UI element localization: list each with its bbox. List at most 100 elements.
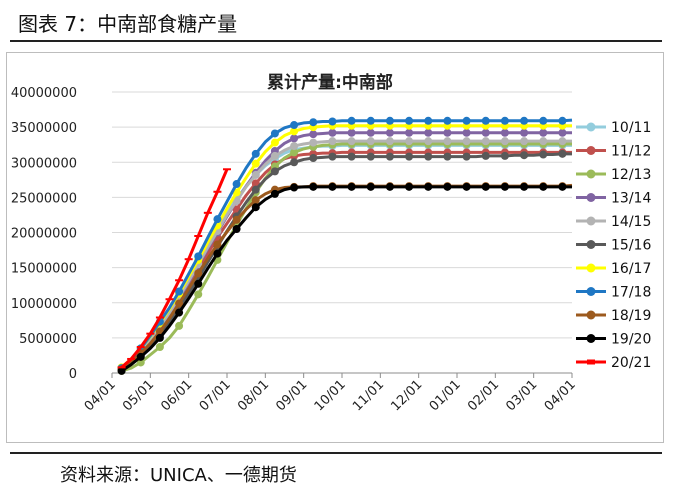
data-point xyxy=(443,182,452,191)
data-point xyxy=(136,358,145,367)
data-point xyxy=(500,182,509,191)
legend-marker xyxy=(586,216,596,226)
legend-item: 14/15 xyxy=(576,214,651,230)
data-point xyxy=(520,116,529,125)
legend-label: 14/15 xyxy=(611,214,651,230)
bottom-rule xyxy=(10,452,662,454)
data-point xyxy=(424,152,433,161)
series-line xyxy=(120,131,572,371)
data-point xyxy=(500,137,509,146)
data-point xyxy=(270,189,279,198)
data-point xyxy=(213,249,222,258)
y-tick-label: 25000000 xyxy=(11,191,77,206)
legend-item: 15/16 xyxy=(576,238,651,254)
data-point xyxy=(347,182,356,191)
data-point xyxy=(251,159,260,168)
data-point xyxy=(328,137,337,146)
legend-marker xyxy=(586,169,596,179)
legend-item: 19/20 xyxy=(576,332,651,348)
x-tick-label: 04/01 xyxy=(542,377,579,414)
data-point xyxy=(251,185,260,194)
data-point xyxy=(251,196,260,205)
data-point xyxy=(309,154,318,163)
data-point xyxy=(385,137,394,146)
series-line xyxy=(120,168,229,369)
data-point xyxy=(194,290,203,299)
legend: 10/11 11/12 12/13 13/14 14/15 15/16 16/17 17/18… xyxy=(576,120,651,371)
data-point xyxy=(290,121,299,130)
legend-label: 15/16 xyxy=(611,238,651,254)
data-point xyxy=(443,116,452,125)
data-point xyxy=(270,167,279,176)
figure-title: 图表 7：中南部食糖产量 xyxy=(18,12,238,36)
legend-marker xyxy=(586,287,596,296)
data-point xyxy=(405,128,414,137)
x-tick-label: 03/01 xyxy=(503,377,540,414)
data-point xyxy=(385,152,394,161)
data-point xyxy=(405,182,414,191)
legend-marker xyxy=(586,193,596,202)
data-point xyxy=(558,182,567,191)
series-17-18 xyxy=(117,116,573,373)
data-point xyxy=(366,152,375,161)
data-point xyxy=(405,116,414,125)
series-19-20 xyxy=(117,182,572,375)
source-note: 资料来源：UNICA、一德期货 xyxy=(60,465,297,486)
y-tick-label: 15000000 xyxy=(11,262,77,277)
data-point xyxy=(290,183,299,192)
legend-marker xyxy=(586,334,596,343)
data-point xyxy=(290,142,299,151)
x-tick-label: 09/01 xyxy=(273,377,310,414)
data-point xyxy=(462,182,471,191)
data-point xyxy=(481,116,490,125)
legend-label: 17/18 xyxy=(611,285,651,301)
x-tick-label: 02/01 xyxy=(465,377,502,414)
data-point xyxy=(443,128,452,137)
data-point xyxy=(290,134,299,143)
legend-label: 20/21 xyxy=(611,355,651,371)
data-point xyxy=(539,182,548,191)
data-point xyxy=(347,152,356,161)
series-11-12 xyxy=(117,148,572,374)
data-point xyxy=(462,137,471,146)
data-point xyxy=(405,137,414,146)
data-point xyxy=(385,182,394,191)
legend-item: 11/12 xyxy=(576,144,651,160)
data-point xyxy=(194,252,203,261)
y-tick-label: 40000000 xyxy=(11,86,77,101)
data-point xyxy=(270,138,279,147)
data-point xyxy=(405,152,414,161)
data-point xyxy=(520,137,529,146)
data-point xyxy=(175,299,184,308)
data-point xyxy=(232,224,241,233)
data-point xyxy=(194,269,203,278)
data-point xyxy=(251,203,260,212)
data-point xyxy=(309,138,318,147)
data-point xyxy=(251,149,260,158)
data-point xyxy=(520,151,529,160)
x-tick-label: 05/01 xyxy=(120,377,157,414)
legend-marker xyxy=(586,240,596,249)
data-point xyxy=(213,215,222,224)
legend-label: 16/17 xyxy=(611,261,651,277)
data-point xyxy=(232,196,241,205)
y-tick-label: 30000000 xyxy=(11,156,77,171)
data-point xyxy=(309,118,318,127)
data-point xyxy=(290,127,299,136)
legend-label: 12/13 xyxy=(611,167,651,183)
data-point xyxy=(366,137,375,146)
data-point xyxy=(539,116,548,125)
data-point xyxy=(558,116,567,125)
data-point xyxy=(424,137,433,146)
legend-item: 17/18 xyxy=(576,285,651,301)
y-tick-label: 5000000 xyxy=(19,332,77,347)
y-tick-labels: 0 5000000 10000000 15000000 20000000 25000000… xyxy=(11,86,77,382)
data-point xyxy=(443,152,452,161)
data-point xyxy=(194,279,203,288)
data-point xyxy=(539,137,548,146)
data-point xyxy=(175,308,184,317)
data-point xyxy=(366,182,375,191)
data-point xyxy=(500,151,509,160)
data-point xyxy=(424,116,433,125)
data-point xyxy=(213,240,222,249)
